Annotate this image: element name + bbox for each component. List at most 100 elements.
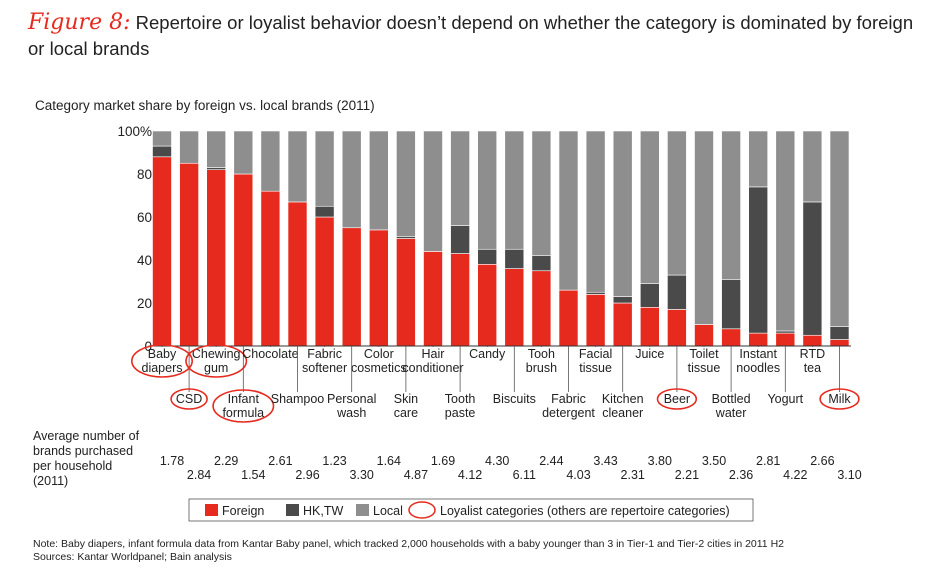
category-label: tissue — [688, 361, 721, 375]
bar-local — [423, 130, 443, 252]
average-brands-label: Average number of brands purchased per h… — [33, 429, 140, 488]
bar-hktw — [802, 201, 823, 336]
bar-foreign — [423, 251, 443, 347]
category-label: care — [394, 406, 418, 420]
bar-local — [829, 130, 850, 327]
category-label: CSD — [176, 392, 202, 406]
category-label: Tooh — [528, 347, 555, 361]
bars-group — [152, 130, 850, 347]
category-label: Bottled — [712, 392, 751, 406]
bar-local — [152, 130, 172, 147]
avg-brands-value: 4.30 — [485, 454, 509, 468]
bar-foreign — [558, 289, 579, 347]
bar-local — [287, 130, 308, 203]
category-label: noodles — [736, 361, 780, 375]
avg-brands-value: 3.80 — [648, 454, 672, 468]
loyalist-circle — [185, 344, 248, 378]
bar-foreign — [368, 229, 389, 347]
category-label: Beer — [664, 392, 690, 406]
category-label: Personal — [327, 392, 376, 406]
bar-foreign — [639, 306, 660, 347]
average-brands-values: 1.782.842.291.542.612.961.23 3.301.644.87… — [160, 454, 862, 482]
avg-brands-value: 2.21 — [675, 468, 699, 482]
category-label: Juice — [635, 347, 664, 361]
category-label: Chocolate — [242, 347, 298, 361]
category-label: Toilet — [689, 347, 719, 361]
bar-local — [721, 130, 741, 280]
legend-loyalist-circle — [408, 501, 436, 519]
avg-brands-value: 2.44 — [539, 454, 563, 468]
category-label: water — [715, 406, 747, 420]
bar-foreign — [802, 334, 823, 347]
avg-brands-value: 1.69 — [431, 454, 455, 468]
bar-foreign — [667, 309, 687, 347]
bar-local — [694, 130, 714, 325]
avg-brands-value: 2.81 — [756, 454, 780, 468]
bar-local — [450, 130, 470, 226]
category-label: Shampoo — [271, 392, 325, 406]
category-label: Facial — [579, 347, 612, 361]
chart-subtitle: Category market share by foreign vs. loc… — [35, 98, 375, 113]
category-label: Instant — [739, 347, 777, 361]
legend-label: Foreign — [222, 504, 264, 518]
bar-local — [802, 130, 823, 203]
bar-hktw — [748, 186, 769, 334]
category-label: conditioner — [402, 361, 463, 375]
bar-hktw — [504, 248, 525, 269]
loyalist-circle — [819, 388, 860, 410]
loyalist-circle — [131, 344, 194, 378]
category-label: Baby — [148, 347, 177, 361]
bar-local — [477, 130, 498, 250]
category-label: cleaner — [602, 406, 643, 420]
category-label: Yogurt — [767, 392, 803, 406]
bar-foreign — [314, 216, 335, 347]
legend-box — [188, 498, 754, 522]
category-label: diapers — [142, 361, 183, 375]
bar-local — [233, 130, 254, 175]
category-label: Candy — [469, 347, 506, 361]
avg-brands-value: 4.87 — [404, 468, 428, 482]
bar-foreign — [504, 268, 525, 347]
bar-foreign — [152, 156, 172, 347]
bar-foreign — [396, 238, 416, 347]
figure-title: Figure 8: Repertoire or loyalist behavio… — [28, 10, 928, 62]
bar-hktw — [775, 330, 796, 334]
bar-hktw — [721, 279, 741, 330]
avg-brands-value: 4.12 — [458, 468, 482, 482]
bar-foreign — [748, 332, 769, 347]
avg-brands-value: 1.54 — [241, 468, 265, 482]
bar-foreign — [694, 324, 714, 347]
bar-local — [314, 130, 335, 207]
bar-local — [368, 130, 389, 231]
bar-local — [504, 130, 525, 250]
category-label: cosmetics — [351, 361, 407, 375]
bar-foreign — [477, 263, 498, 347]
avg-brands-value: 2.29 — [214, 454, 238, 468]
bar-hktw — [314, 205, 335, 218]
bar-local — [585, 130, 606, 293]
category-label: Milk — [828, 392, 851, 406]
category-label: tissue — [579, 361, 612, 375]
bar-hktw — [639, 283, 660, 308]
loyalist-circle — [170, 388, 208, 410]
legend-label: HK,TW — [303, 504, 343, 518]
bar-local — [206, 130, 226, 168]
category-label: formula — [222, 406, 264, 420]
avg-brands-value: 2.66 — [810, 454, 834, 468]
category-label: Biscuits — [493, 392, 536, 406]
bar-foreign — [260, 190, 281, 347]
category-label: brush — [526, 361, 557, 375]
bar-hktw — [585, 291, 606, 295]
category-label: wash — [336, 406, 366, 420]
bar-local — [396, 130, 416, 237]
note-line: Note: Baby diapers, infant formula data … — [33, 538, 784, 550]
category-label: Skin — [394, 392, 418, 406]
bar-local — [179, 130, 199, 164]
bar-local — [667, 130, 687, 276]
legend: Foreign HK,TW Local Loyalist categories (ot… — [188, 498, 754, 522]
bar-hktw — [206, 167, 226, 171]
category-label: Fabric — [307, 347, 342, 361]
bar-local — [639, 130, 660, 284]
